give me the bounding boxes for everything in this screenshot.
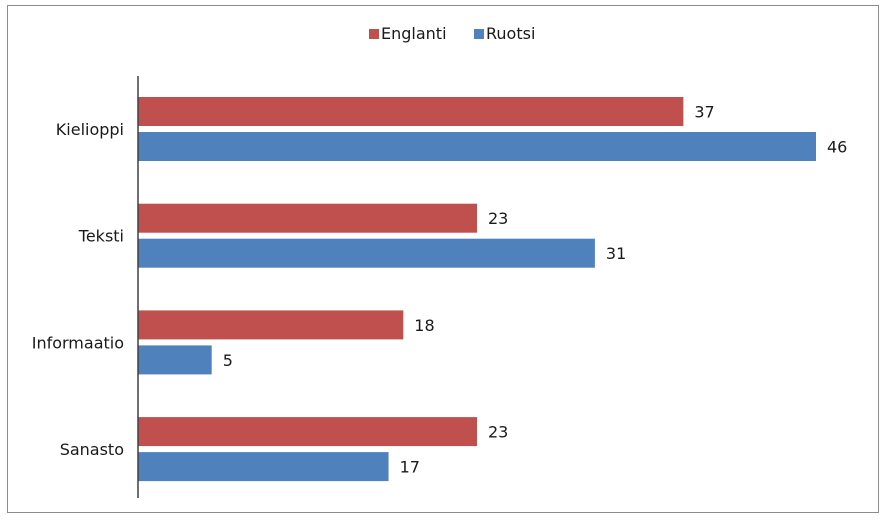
data-label: 46: [827, 138, 847, 157]
data-label: 23: [488, 209, 508, 228]
category-label: Informaatio: [32, 333, 124, 352]
bar-englanti-informaatio: [138, 310, 404, 340]
data-label: 18: [414, 316, 434, 335]
bar-englanti-kielioppi: [138, 97, 684, 126]
bar-ruotsi-sanasto: [138, 452, 389, 482]
data-label: 31: [606, 244, 626, 263]
category-label: Kielioppi: [56, 120, 124, 139]
legend-swatch-ruotsi: [474, 29, 484, 39]
bars-group: [138, 97, 816, 482]
data-label: 17: [400, 458, 420, 477]
labels-group: Kielioppi 37 46 Teksti 23 31 Informaatio 18 5 San…: [32, 103, 848, 477]
bar-ruotsi-informaatio: [138, 345, 212, 375]
bar-ruotsi-kielioppi: [138, 132, 816, 161]
data-label: 5: [223, 351, 233, 370]
legend-label-englanti: Englanti: [381, 24, 447, 43]
bar-englanti-sanasto: [138, 417, 477, 447]
data-label: 23: [488, 423, 508, 442]
category-label: Sanasto: [60, 440, 124, 459]
data-label: 37: [694, 103, 714, 122]
legend-label-ruotsi: Ruotsi: [486, 24, 535, 43]
legend: Englanti Ruotsi: [369, 24, 535, 43]
chart-frame: Englanti Ruotsi Kielioppi 37 46 Teksti 23 31 In…: [7, 5, 879, 513]
bar-ruotsi-teksti: [138, 238, 595, 268]
legend-swatch-englanti: [369, 29, 379, 39]
bar-englanti-teksti: [138, 203, 477, 233]
category-label: Teksti: [78, 227, 124, 246]
